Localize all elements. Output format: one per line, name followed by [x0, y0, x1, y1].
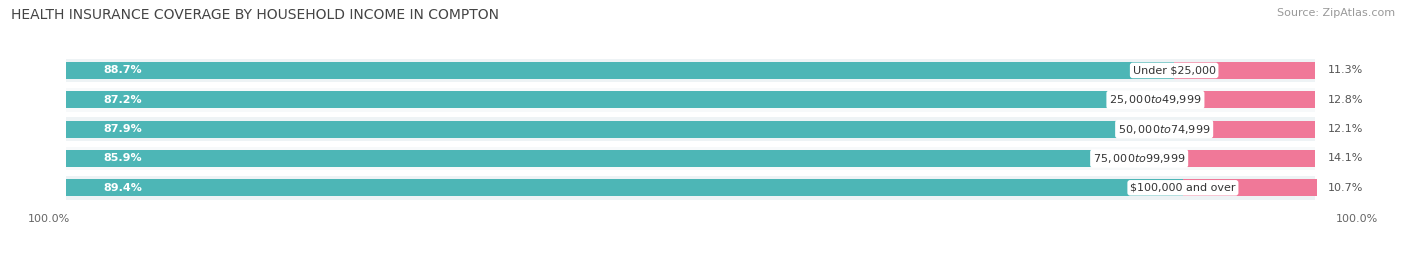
Bar [66, 117, 1316, 141]
Bar [66, 147, 1316, 170]
Text: $75,000 to $99,999: $75,000 to $99,999 [1092, 152, 1185, 165]
Bar [66, 176, 1316, 200]
Text: HEALTH INSURANCE COVERAGE BY HOUSEHOLD INCOME IN COMPTON: HEALTH INSURANCE COVERAGE BY HOUSEHOLD I… [11, 8, 499, 22]
Text: 85.9%: 85.9% [103, 154, 142, 164]
Text: 14.1%: 14.1% [1327, 154, 1364, 164]
Text: 11.3%: 11.3% [1327, 65, 1364, 75]
Bar [1182, 179, 1316, 196]
Text: Under $25,000: Under $25,000 [1133, 65, 1216, 75]
Bar [66, 179, 1182, 196]
Bar [1156, 91, 1316, 108]
Bar [66, 62, 1174, 79]
Text: $50,000 to $74,999: $50,000 to $74,999 [1118, 123, 1211, 136]
Text: Source: ZipAtlas.com: Source: ZipAtlas.com [1277, 8, 1395, 18]
Text: 89.4%: 89.4% [103, 183, 142, 193]
Text: 87.2%: 87.2% [103, 95, 142, 105]
Text: $100,000 and over: $100,000 and over [1130, 183, 1236, 193]
Text: 87.9%: 87.9% [103, 124, 142, 134]
Text: 10.7%: 10.7% [1327, 183, 1364, 193]
Bar [1139, 150, 1316, 167]
Text: 100.0%: 100.0% [1336, 214, 1378, 224]
Text: 88.7%: 88.7% [103, 65, 142, 75]
Bar [66, 59, 1316, 82]
Text: 12.1%: 12.1% [1327, 124, 1364, 134]
Bar [66, 121, 1164, 138]
Text: 100.0%: 100.0% [28, 214, 70, 224]
Bar [66, 91, 1156, 108]
Bar [1164, 121, 1316, 138]
Bar [66, 150, 1139, 167]
Bar [66, 88, 1316, 112]
Bar [1174, 62, 1316, 79]
Text: 12.8%: 12.8% [1327, 95, 1364, 105]
Text: $25,000 to $49,999: $25,000 to $49,999 [1109, 93, 1202, 106]
